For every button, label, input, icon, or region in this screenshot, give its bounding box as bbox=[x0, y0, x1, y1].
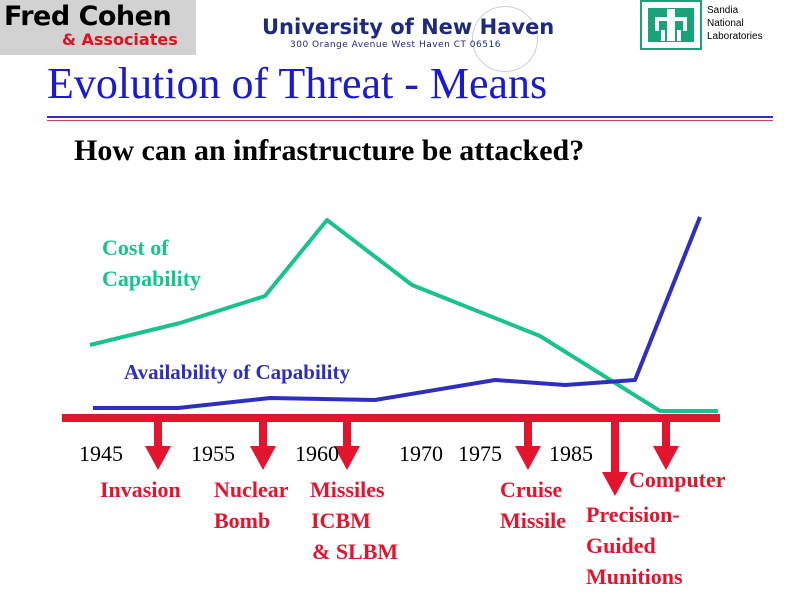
year-label: 1975 bbox=[458, 441, 502, 466]
university-name: University of New Haven bbox=[262, 15, 555, 39]
timeline-marker bbox=[250, 422, 276, 470]
event-label-line: ICBM bbox=[311, 508, 371, 533]
timeline-marker bbox=[334, 422, 360, 470]
availability-of-capability-label: Availability of Capability bbox=[124, 360, 350, 384]
sandia-line: National bbox=[707, 18, 744, 29]
university-address: 300 Orange Avenue West Haven CT 06516 bbox=[290, 40, 501, 50]
event-label-line: Missiles bbox=[310, 477, 385, 502]
event-computer: Computer bbox=[629, 464, 726, 495]
cost-label-line: Capability bbox=[102, 266, 202, 291]
event-label-line: Nuclear bbox=[214, 477, 289, 502]
brand-name: Fred Cohen bbox=[4, 1, 172, 32]
slide-title: Evolution of Threat - Means bbox=[47, 59, 548, 108]
event-missiles: Missiles ICBM & SLBM bbox=[310, 474, 398, 567]
timeline-marker bbox=[145, 422, 171, 470]
event-label-line: Precision- bbox=[586, 502, 680, 527]
cost-label-line: Cost of bbox=[102, 235, 169, 260]
sandia-name: Sandia National Laboratories bbox=[707, 4, 797, 43]
timeline-marker bbox=[602, 422, 628, 496]
cost-of-capability-label: Cost of Capability bbox=[102, 232, 201, 294]
event-label-line: Bomb bbox=[214, 508, 271, 533]
slide-subtitle: How can an infrastructure be attacked? bbox=[74, 134, 585, 167]
event-nuclear-bomb: Nuclear Bomb bbox=[214, 474, 289, 536]
cost-of-capability-line bbox=[89, 218, 718, 413]
year-label: 1945 bbox=[79, 441, 123, 466]
availability-of-capability-line bbox=[93, 216, 702, 410]
sandia-line: Sandia bbox=[707, 5, 739, 16]
timeline-marker bbox=[515, 422, 541, 470]
event-cruise-missile: Cruise Missile bbox=[500, 474, 566, 536]
event-label-line: Munitions bbox=[586, 564, 683, 589]
year-label: 1970 bbox=[399, 441, 443, 466]
year-label: 1955 bbox=[191, 441, 235, 466]
event-label-line: Invasion bbox=[100, 477, 181, 502]
brand-subtitle: & Associates bbox=[62, 30, 178, 49]
timeline-bar bbox=[62, 414, 720, 422]
event-label-line: Cruise bbox=[500, 477, 563, 502]
event-label-line: Computer bbox=[629, 467, 726, 492]
year-label: 1960 bbox=[295, 441, 339, 466]
event-label-line: & SLBM bbox=[312, 539, 399, 564]
title-divider-accent bbox=[47, 120, 773, 121]
event-precision-guided-munitions: Precision- Guided Munitions bbox=[586, 499, 683, 592]
university-seal-watermark bbox=[472, 6, 538, 72]
timeline-marker bbox=[653, 422, 679, 470]
title-divider bbox=[47, 116, 773, 118]
sandia-line: Laboratories bbox=[707, 31, 763, 42]
year-label: 1985 bbox=[549, 441, 593, 466]
event-invasion: Invasion bbox=[100, 474, 181, 505]
event-label-line: Guided bbox=[586, 533, 656, 558]
sandia-logo-icon bbox=[640, 0, 702, 50]
event-label-line: Missile bbox=[500, 508, 566, 533]
brand-logo-box bbox=[0, 0, 196, 55]
